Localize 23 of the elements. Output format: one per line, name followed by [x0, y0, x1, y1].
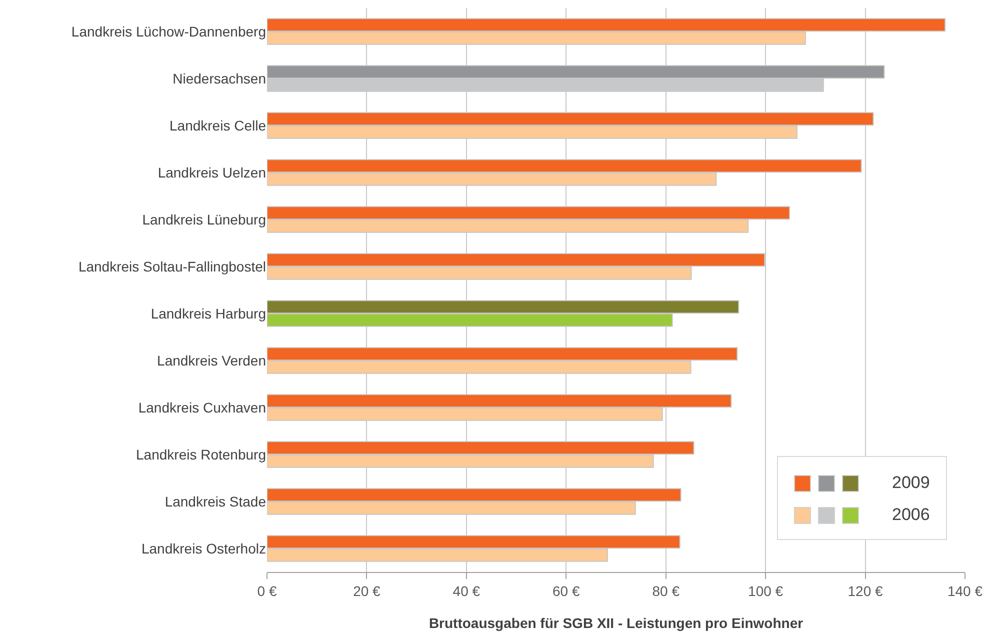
- legend-label: 2006: [892, 505, 930, 525]
- x-tick-label: 60 €: [552, 582, 580, 599]
- x-tick-label: 20 €: [353, 582, 381, 599]
- y-tick-label: Landkreis Verden: [157, 352, 266, 368]
- y-tick-label: Landkreis Harburg: [150, 305, 266, 322]
- legend-label: 2009: [892, 473, 930, 493]
- x-axis-title: Bruttoausgaben für SGB XII - Leistungen pro Einwohner: [428, 615, 804, 632]
- x-tick-label: 40 €: [452, 582, 480, 599]
- y-tick-label: Landkreis Soltau-Fallingbostel: [78, 258, 266, 274]
- x-tick-label: 0 €: [257, 582, 277, 599]
- x-tick-label: 100 €: [748, 582, 784, 599]
- y-tick-label: Landkreis Rotenburg: [136, 446, 266, 462]
- x-tick-label: 80 €: [652, 582, 680, 599]
- y-tick-label: Landkreis Celle: [170, 117, 266, 134]
- y-tick-label: Landkreis Uelzen: [158, 164, 266, 180]
- x-tick-label: 120 €: [848, 582, 884, 599]
- y-tick-label: Niedersachsen: [172, 70, 266, 86]
- y-tick-label: Landkreis Osterholz: [141, 540, 266, 556]
- y-tick-label: Landkreis Lüneburg: [142, 211, 266, 228]
- y-tick-label: Landkreis Lüchow-Dannenberg: [71, 23, 266, 40]
- x-tick-label: 140 €: [947, 582, 983, 599]
- y-tick-label: Landkreis Stade: [164, 493, 266, 510]
- y-tick-label: Landkreis Cuxhaven: [138, 399, 266, 416]
